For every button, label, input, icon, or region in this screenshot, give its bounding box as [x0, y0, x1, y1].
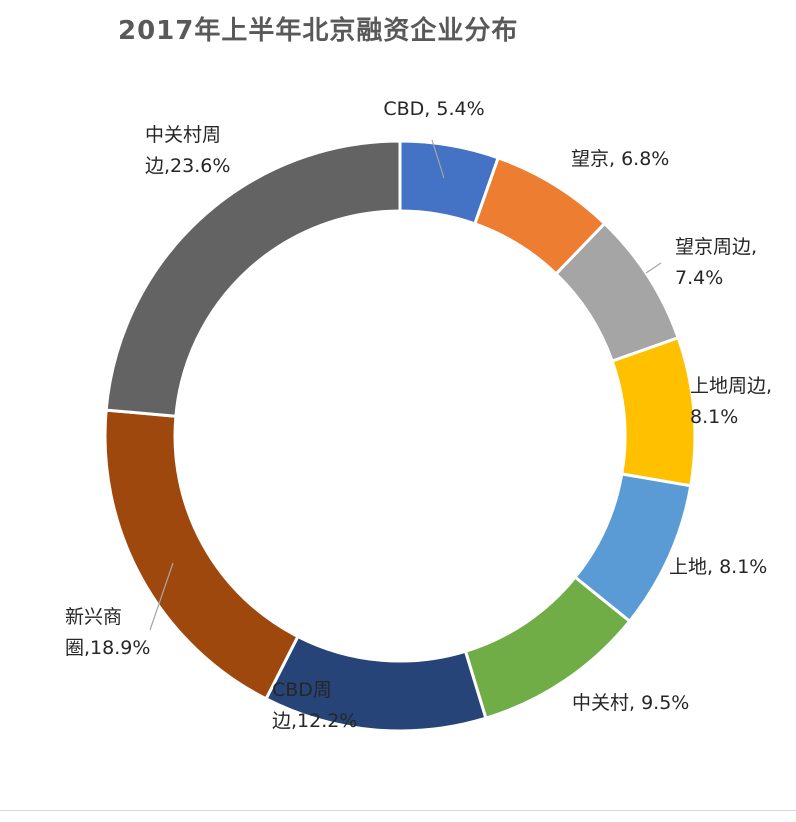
- leader-line-CBD: [431, 139, 445, 179]
- data-label-line: 边,12.2%: [272, 710, 357, 732]
- data-label-line: 新兴商: [65, 606, 122, 628]
- bottom-divider: [0, 810, 796, 811]
- data-label-望京周边: 望京周边, 7.4%: [675, 236, 757, 289]
- data-label-line: 望京, 6.8%: [571, 148, 669, 170]
- data-label-上地: 上地, 8.1%: [669, 556, 767, 578]
- leader-line-望京周边: [645, 262, 662, 274]
- data-label-line: 望京周边,: [675, 236, 757, 258]
- data-label-CBD: CBD, 5.4%: [383, 98, 484, 120]
- leader-lines-layer: [149, 139, 662, 631]
- data-label-新兴商圈: 新兴商圈,18.9%: [65, 606, 150, 659]
- data-label-line: 7.4%: [675, 267, 723, 289]
- data-label-line: 圈,18.9%: [65, 637, 150, 659]
- labels-layer: CBD, 5.4% 望京, 6.8% 望京周边, 7.4% 上地周边, 8.1% 上地, 8…: [65, 98, 772, 732]
- data-label-上地周边: 上地周边, 8.1%: [690, 375, 772, 428]
- data-label-line: 8.1%: [690, 406, 738, 428]
- data-label-中关村: 中关村, 9.5%: [572, 692, 689, 714]
- data-label-line: CBD周: [272, 679, 332, 701]
- slice-上地周边: [610, 335, 697, 488]
- chart-title: 2017年上半年北京融资企业分布: [118, 16, 519, 46]
- data-label-line: 中关村, 9.5%: [572, 692, 689, 714]
- data-label-CBD周边: CBD周边,12.2%: [272, 679, 357, 732]
- data-label-line: 上地周边,: [690, 375, 772, 397]
- slice-中关村周边: [104, 139, 402, 418]
- data-label-line: 中关村周: [145, 124, 221, 146]
- slices-layer: [103, 139, 697, 733]
- data-label-line: CBD, 5.4%: [383, 98, 484, 120]
- leader-line-新兴商圈: [149, 562, 174, 631]
- data-label-line: 上地, 8.1%: [669, 556, 767, 578]
- data-label-line: 边,23.6%: [145, 155, 230, 177]
- data-label-望京: 望京, 6.8%: [571, 148, 669, 170]
- data-label-中关村周边: 中关村周边,23.6%: [145, 124, 230, 177]
